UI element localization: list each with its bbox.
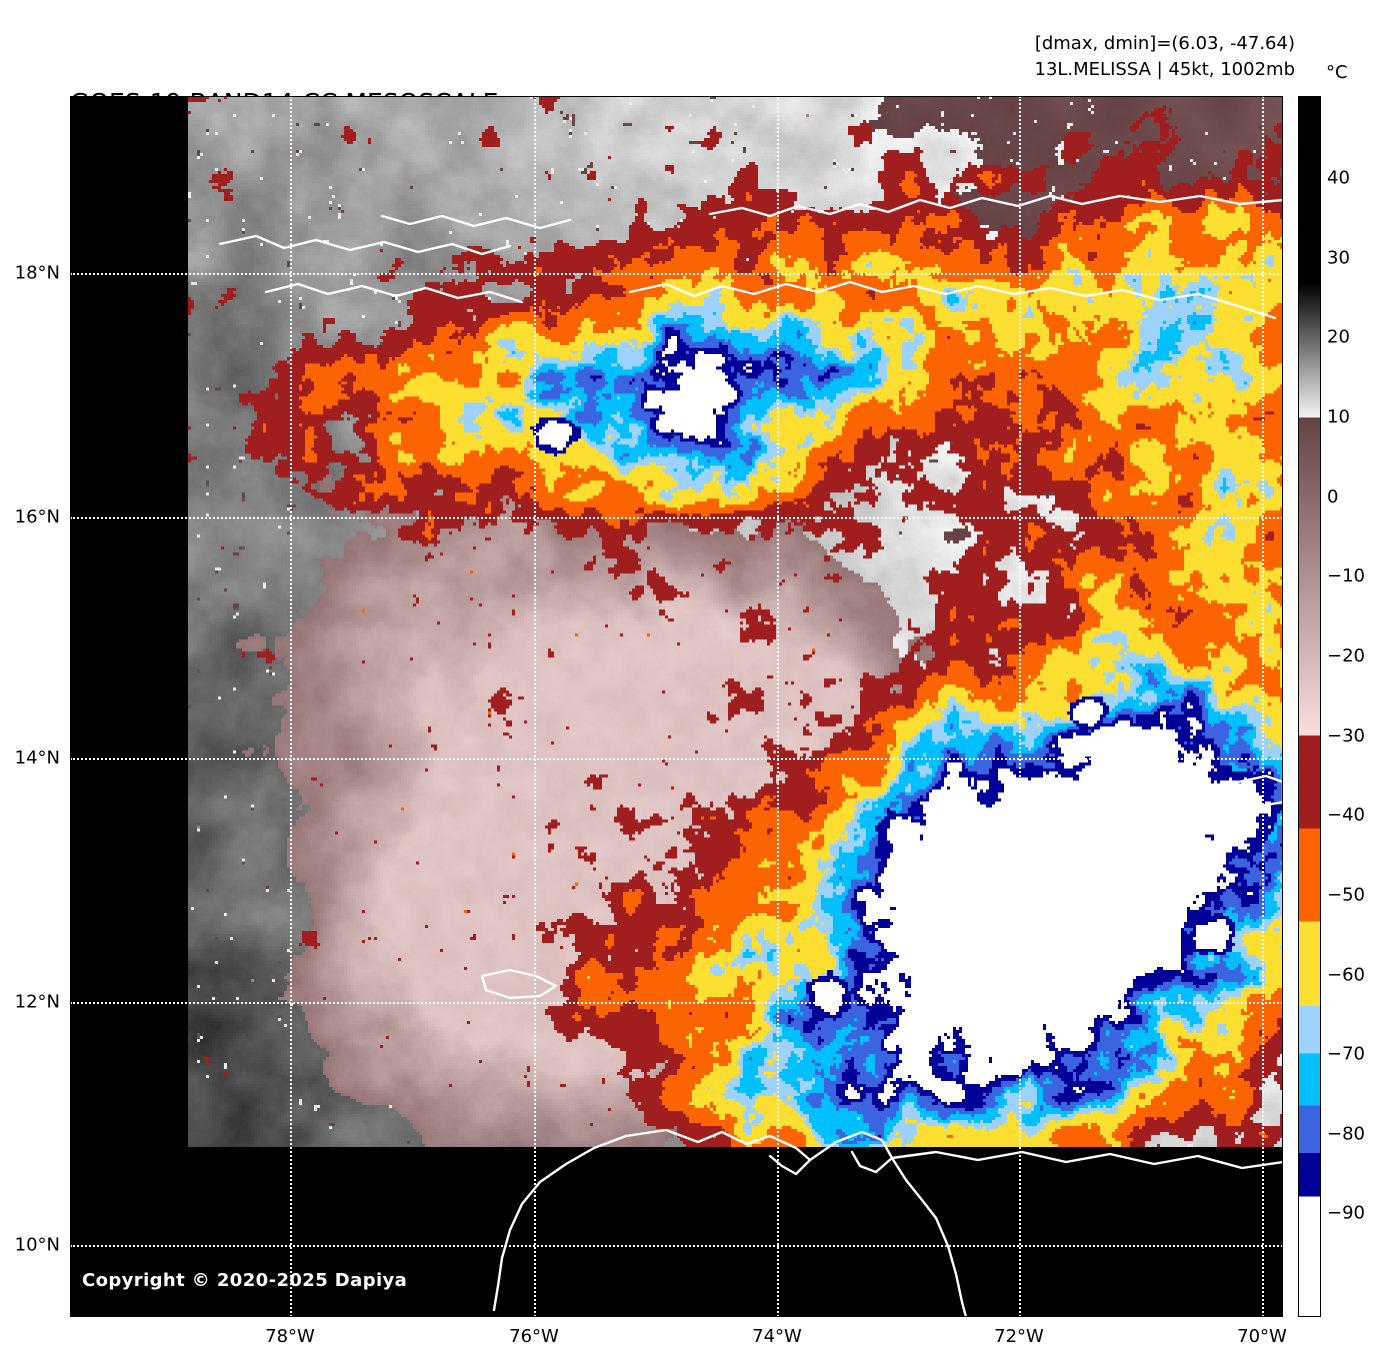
lon-tick-70w: 70°W (1237, 1326, 1287, 1347)
graticule-lon-74 (777, 96, 779, 1317)
graticule-lat-12 (70, 1002, 1283, 1004)
coastline-south-america-north (624, 1128, 812, 1176)
coastline-haiti-west (218, 234, 512, 256)
colorbar (1298, 96, 1321, 1317)
coastline-venezuela-lower (934, 1216, 968, 1317)
ir-brightness-temperature-canvas (188, 96, 1283, 1147)
colorbar-tick-neg40: −40 (1327, 804, 1365, 826)
colorbar-tick-neg60: −60 (1327, 964, 1365, 985)
colorbar-tick-neg30: −30 (1327, 725, 1365, 747)
graticule-lon-78 (290, 96, 292, 1317)
coastline-curacao (998, 978, 1034, 998)
graticule-lat-16 (70, 517, 1283, 519)
colorbar-tick-neg20: −20 (1327, 645, 1365, 667)
coastline-overlay (218, 194, 1283, 1317)
coastline-hispaniola-south (628, 280, 1277, 320)
colorbar-tick-0: 0 (1327, 486, 1339, 508)
lon-tick-74w: 74°W (752, 1326, 802, 1347)
lon-tick-72w: 72°W (994, 1326, 1044, 1347)
lat-tick-18n: 18°N (14, 262, 60, 284)
colorbar-tick-neg90: −90 (1327, 1202, 1365, 1224)
coastline-haiti-peninsula (264, 282, 524, 304)
colorbar-tick-neg10: −10 (1327, 565, 1365, 587)
lon-tick-76w: 76°W (509, 1326, 559, 1347)
colorbar-tick-40: 40 (1327, 167, 1350, 189)
colorbar-tick-neg80: −80 (1327, 1123, 1365, 1145)
coastline-jamaica (480, 968, 558, 1000)
colorbar-gradient (1299, 97, 1320, 1316)
satellite-raster (188, 96, 1283, 1147)
lon-tick-78w: 78°W (265, 1326, 315, 1347)
coastline-haiti-gulf (380, 214, 572, 230)
colorbar-unit-label: °C (1326, 62, 1348, 83)
lat-tick-10n: 10°N (14, 1234, 60, 1256)
coastline-venezuela-coast (890, 1150, 1283, 1170)
colorbar-tick-20: 20 (1327, 326, 1350, 348)
dminmax-label: [dmax, dmin]=(6.03, -47.64) (1034, 33, 1295, 54)
lat-tick-16n: 16°N (14, 506, 60, 528)
coastline-puerto-rico (1236, 774, 1283, 808)
coastline-hispaniola-north (708, 194, 1283, 218)
coastline-venezuela-inland (890, 1156, 938, 1220)
graticule-lat-14 (70, 758, 1283, 760)
lat-tick-12n: 12°N (14, 991, 60, 1013)
coastline-colombia-coast-lower (492, 1134, 628, 1312)
coastline-guajira-peninsula (808, 1130, 894, 1174)
graticule-lon-70 (1262, 96, 1264, 1317)
graticule-lat-18 (70, 273, 1283, 275)
lat-tick-14n: 14°N (14, 747, 60, 769)
storm-label: 13L.MELISSA | 45kt, 1002mb (1034, 59, 1296, 81)
colorbar-tick-neg50: −50 (1327, 884, 1365, 906)
colorbar-tick-neg70: −70 (1327, 1043, 1365, 1065)
graticule-lat-10 (70, 1245, 1283, 1247)
copyright-notice: Copyright © 2020-2025 Dapiya (82, 1270, 408, 1291)
satellite-image-plot: Copyright © 2020-2025 Dapiya (70, 96, 1283, 1317)
graticule-lon-72 (1019, 96, 1021, 1317)
graticule-lon-76 (534, 96, 536, 1317)
colorbar-tick-10: 10 (1327, 406, 1350, 428)
coastline-aruba (948, 990, 978, 1010)
metadata-block: [dmax, dmin]=(6.03, -47.64) 13L.MELISSA … (1035, 31, 1296, 83)
colorbar-tick-30: 30 (1327, 247, 1350, 269)
